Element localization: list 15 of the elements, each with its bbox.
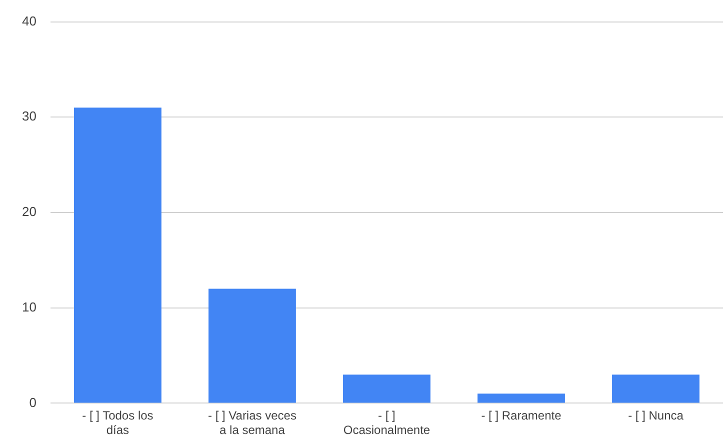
y-tick-label: 0 [29,394,36,410]
bar [74,108,162,403]
bar [478,394,565,403]
y-tick-label: 40 [22,13,36,28]
y-tick-label: 30 [22,108,36,124]
bar [612,374,700,403]
bar [343,374,430,403]
x-tick-label: - [ ] Todos los días [82,408,154,438]
bar [208,288,296,403]
x-tick-label: - [ ] Ocasionalmente [343,408,430,438]
x-tick-label: - [ ] Nunca [628,408,684,423]
x-tick-label: - [ ] Varias veces a la semana [208,408,296,438]
x-tick-label: - [ ] Raramente [481,408,562,423]
y-tick-label: 10 [22,299,36,314]
y-tick-label: 20 [22,204,36,220]
